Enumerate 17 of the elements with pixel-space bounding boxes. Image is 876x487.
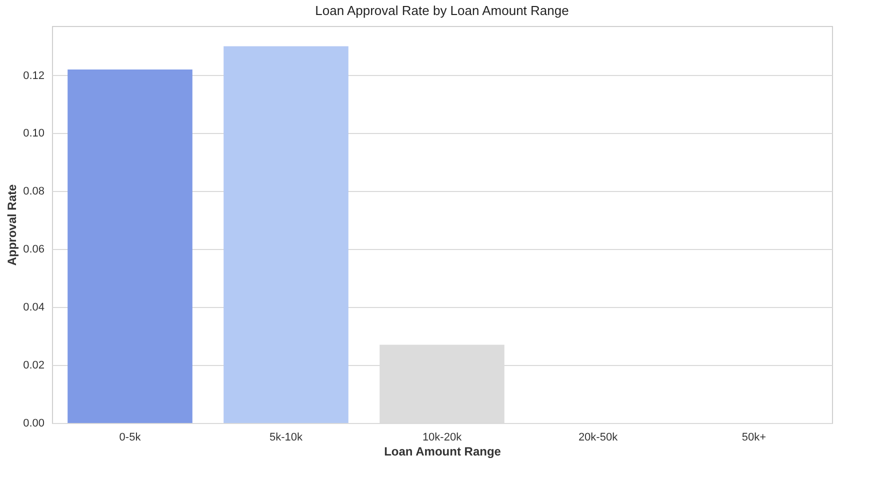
x-tick-label: 50k+ <box>742 432 766 444</box>
y-tick-label: 0.12 <box>23 70 44 82</box>
x-tick-label: 0-5k <box>119 432 142 444</box>
y-tick-label: 0.00 <box>23 418 44 430</box>
x-tick-label: 20k-50k <box>578 432 618 444</box>
y-tick-label: 0.04 <box>23 302 44 314</box>
x-tick-label: 5k-10k <box>269 432 303 444</box>
bar <box>224 46 348 423</box>
y-tick-label: 0.08 <box>23 186 44 198</box>
x-axis-title: Loan Amount Range <box>384 444 502 458</box>
y-tick-label: 0.06 <box>23 244 44 256</box>
y-tick-label: 0.02 <box>23 360 44 372</box>
x-tick-label: 10k-20k <box>422 432 462 444</box>
y-tick-label: 0.10 <box>23 128 44 140</box>
y-axis-title: Approval Rate <box>5 184 20 266</box>
bar <box>68 69 192 423</box>
chart-title: Loan Approval Rate by Loan Amount Range <box>315 3 569 18</box>
